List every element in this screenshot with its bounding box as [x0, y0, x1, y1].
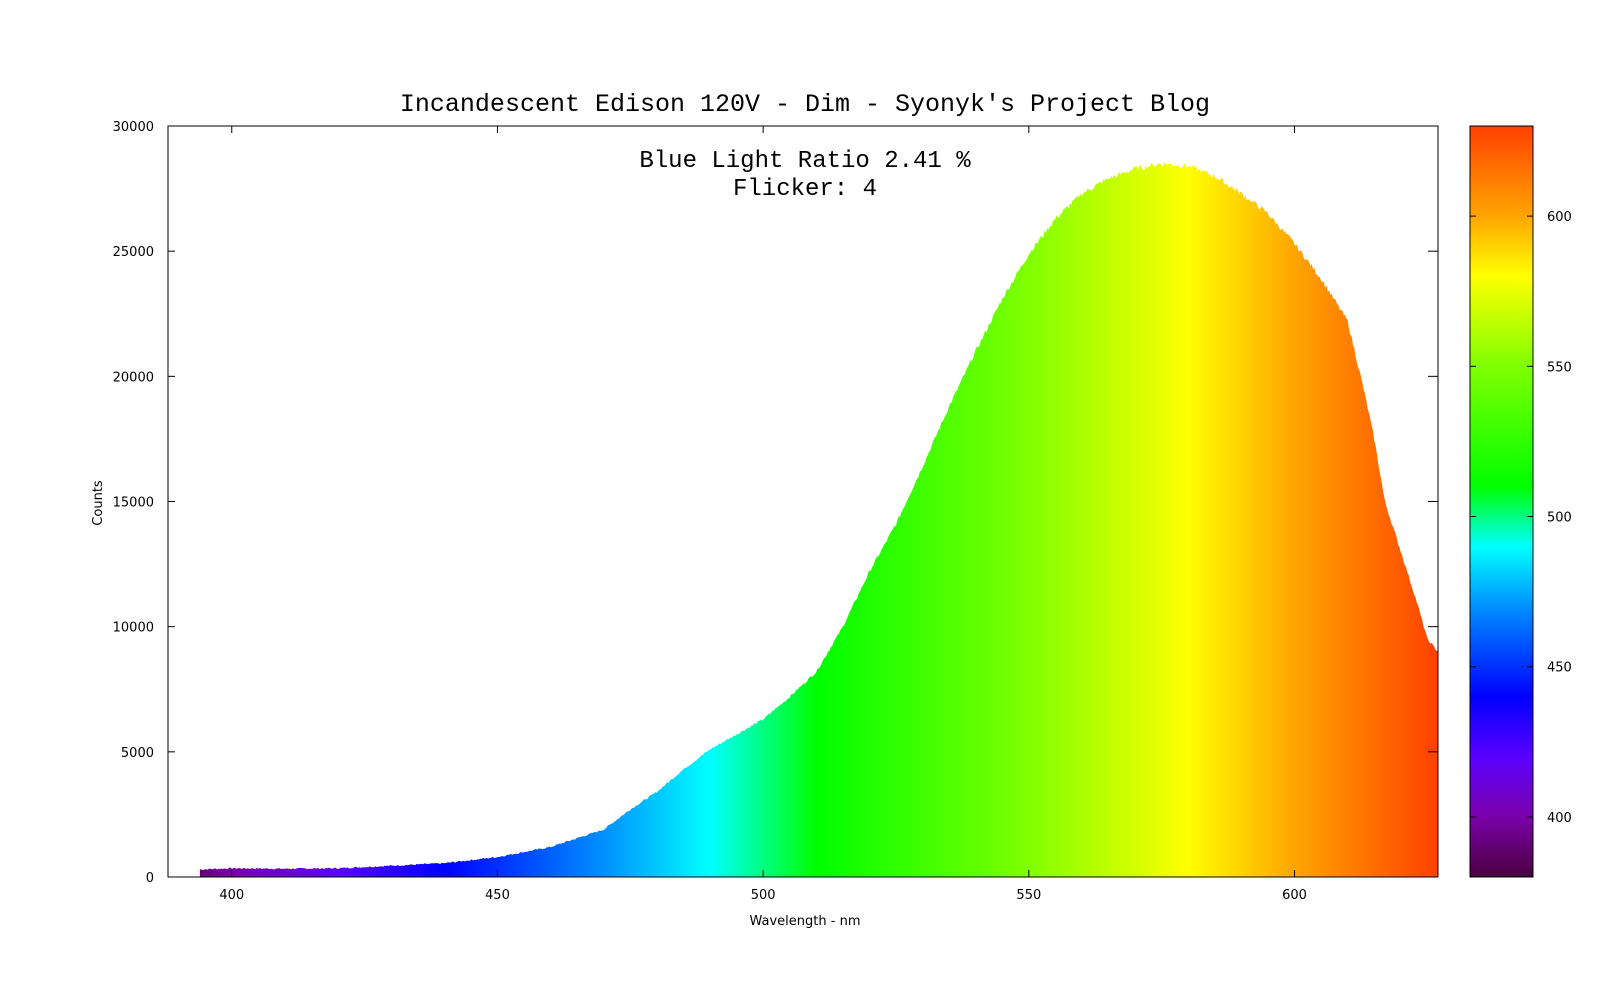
- spectrum-area: [199, 162, 1438, 877]
- chart-title: Incandescent Edison 120V - Dim - Syonyk'…: [400, 90, 1210, 119]
- plot-area: [199, 162, 1438, 877]
- x-axis-label: Wavelength - nm: [750, 914, 861, 929]
- y-axis-label: Counts: [91, 480, 106, 526]
- y-tick-label: 25000: [113, 245, 154, 260]
- x-tick-label: 450: [485, 888, 510, 903]
- y-tick-label: 0: [146, 871, 154, 886]
- data-point: [337, 868, 338, 869]
- data-point: [656, 791, 657, 792]
- flicker-annotation: Flicker: 4: [733, 176, 877, 203]
- colorbar-tick-label: 600: [1547, 210, 1572, 225]
- colorbar-tick-label: 500: [1547, 511, 1572, 526]
- x-tick-label: 500: [751, 888, 776, 903]
- x-tick-label: 600: [1282, 888, 1307, 903]
- y-tick-label: 10000: [113, 621, 154, 636]
- y-tick-label: 5000: [121, 746, 154, 761]
- y-tick-label: 30000: [113, 120, 154, 135]
- x-tick-label: 550: [1016, 888, 1041, 903]
- data-point: [1081, 193, 1082, 194]
- colorbar-scale: [1469, 125, 1534, 878]
- data-point: [1320, 278, 1321, 279]
- y-tick-label: 20000: [113, 370, 154, 385]
- blue-light-ratio-annotation: Blue Light Ratio 2.41 %: [639, 148, 971, 175]
- colorbar-tick-label: 550: [1547, 360, 1572, 375]
- colorbar-tick-label: 400: [1547, 811, 1572, 826]
- x-tick-label: 400: [219, 888, 244, 903]
- colorbar: 400 450 500 550 600: [1469, 125, 1572, 878]
- axes: 400 450 500 550 600 0 5000 10000 15000 20000 25000…: [113, 120, 1439, 903]
- colorbar-tick-label: 450: [1547, 661, 1572, 676]
- y-tick-label: 15000: [113, 496, 154, 511]
- data-point: [1161, 163, 1162, 164]
- data-point: [922, 466, 923, 467]
